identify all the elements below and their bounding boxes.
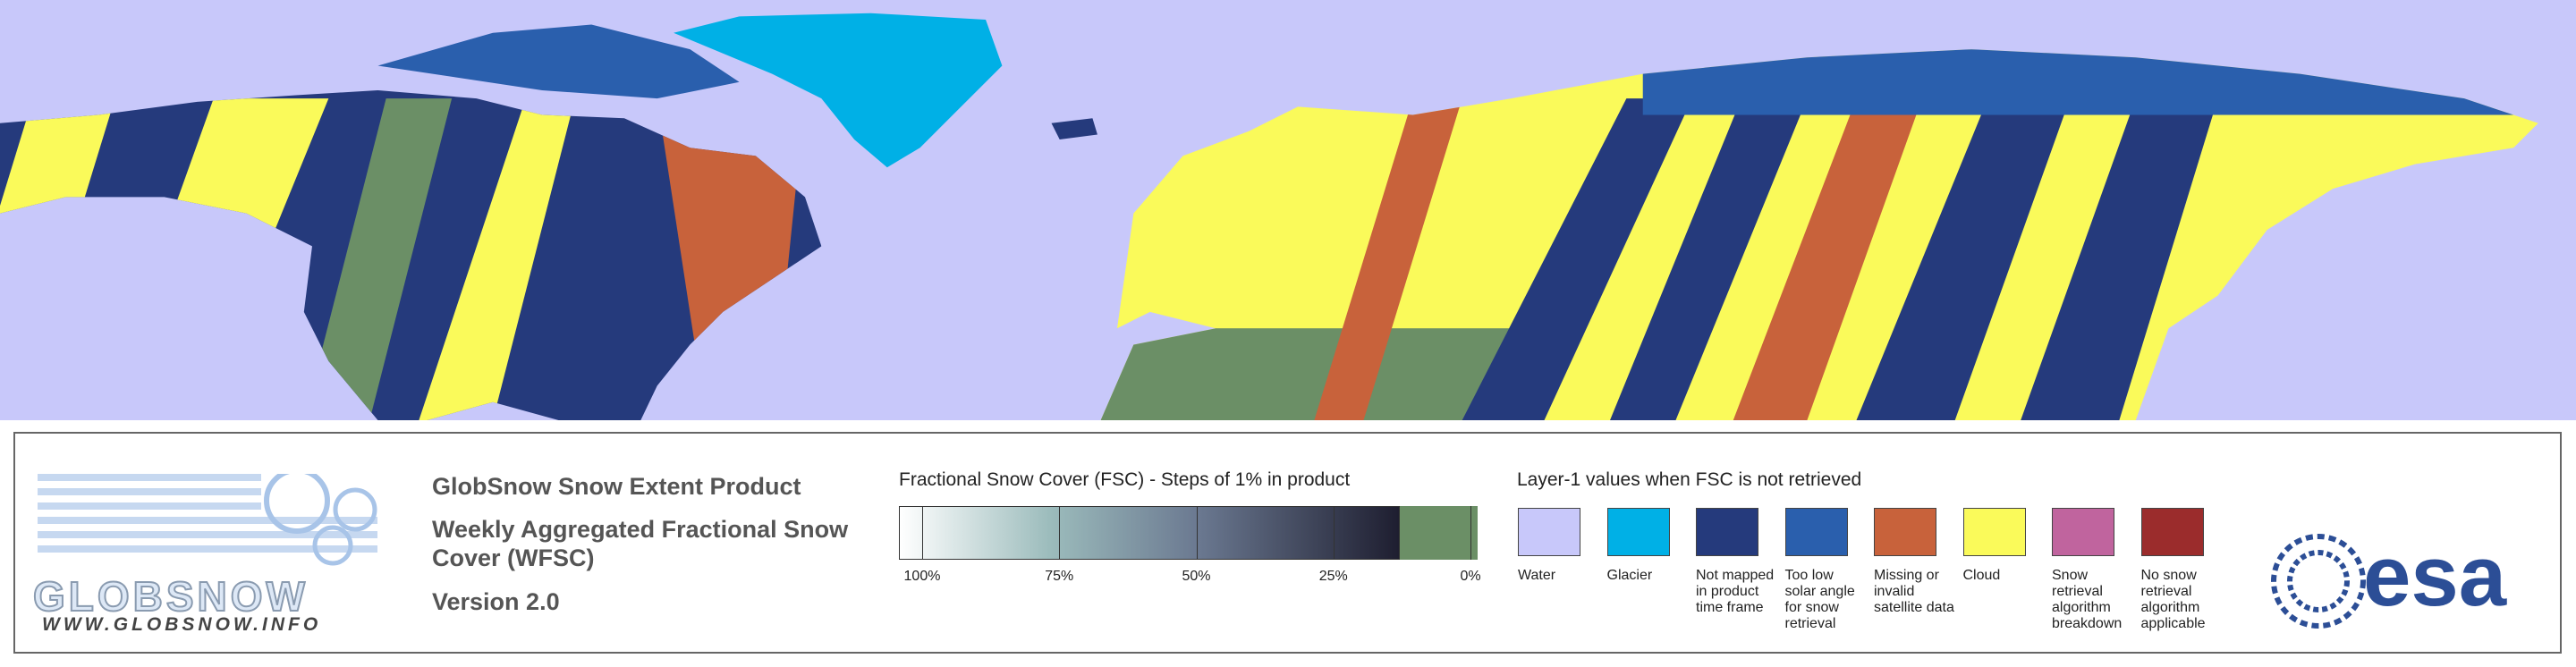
agency-name: esa <box>2363 532 2507 624</box>
fsc-tick-label: 50% <box>1182 569 1211 584</box>
layer1-swatch <box>1962 508 2026 556</box>
logo-url: WWW.GLOBSNOW.INFO <box>42 614 322 635</box>
layer1-swatch <box>1784 508 1848 556</box>
fsc-tick <box>1196 506 1198 560</box>
product-version: Version 2.0 <box>432 588 560 615</box>
layer1-label: Glacier <box>1606 568 1653 583</box>
fsc-snow-free <box>1400 506 1478 560</box>
layer1-swatch <box>1874 508 1936 556</box>
layer1-swatch <box>1518 508 1580 556</box>
layer1-label: No snow retrieval algorithm applicable <box>2140 568 2206 631</box>
fsc-tick-label: 25% <box>1318 569 1348 584</box>
product-subtitle: Weekly Aggregated Fractional Snow <box>432 516 849 543</box>
greenland <box>674 13 1003 168</box>
fsc-tick-label: 0% <box>1460 569 1481 584</box>
esa-logo: esa <box>2271 532 2507 629</box>
layer1-label: Missing or invalid satellite data <box>1874 568 1954 615</box>
fsc-tick-label: 75% <box>1045 569 1074 584</box>
layer1-label: Too low solar angle for snow retrieval <box>1784 568 1855 631</box>
layer1-swatch <box>1606 508 1670 556</box>
fsc-tick <box>1470 506 1471 560</box>
layer1-swatch <box>2140 508 2204 556</box>
arctic-islands <box>377 24 740 99</box>
layer1-label: Water <box>1518 568 1556 583</box>
product-title: GlobSnow Snow Extent Product <box>432 473 801 500</box>
fsc-title: Fractional Snow Cover (FSC) - Steps of 1… <box>899 469 1351 490</box>
legend-panel: GLOBSNOW WWW.GLOBSNOW.INFO GlobSnow Snow… <box>13 432 2562 654</box>
layer1-swatch <box>1696 508 1758 556</box>
logo-name: GLOBSNOW <box>32 572 309 621</box>
layer1-label: Snow retrieval algorithm breakdown <box>2052 568 2123 631</box>
layer1-swatch <box>2052 508 2114 556</box>
fsc-tick <box>922 506 923 560</box>
fsc-tick-label: 100% <box>903 569 941 584</box>
fsc-tick <box>1059 506 1061 560</box>
product-subtitle: Cover (WFSC) <box>432 545 595 571</box>
layer1-label: Not mapped in product time frame <box>1696 568 1775 615</box>
iceland <box>1051 118 1097 140</box>
fsc-tick <box>1333 506 1335 560</box>
logo-graphic <box>38 474 377 566</box>
layer1-title: Layer-1 values when FSC is not retrieved <box>1517 469 1862 490</box>
fsc-gradient <box>899 506 1400 560</box>
snow-map <box>0 0 2576 420</box>
layer1-label: Cloud <box>1962 568 2001 583</box>
